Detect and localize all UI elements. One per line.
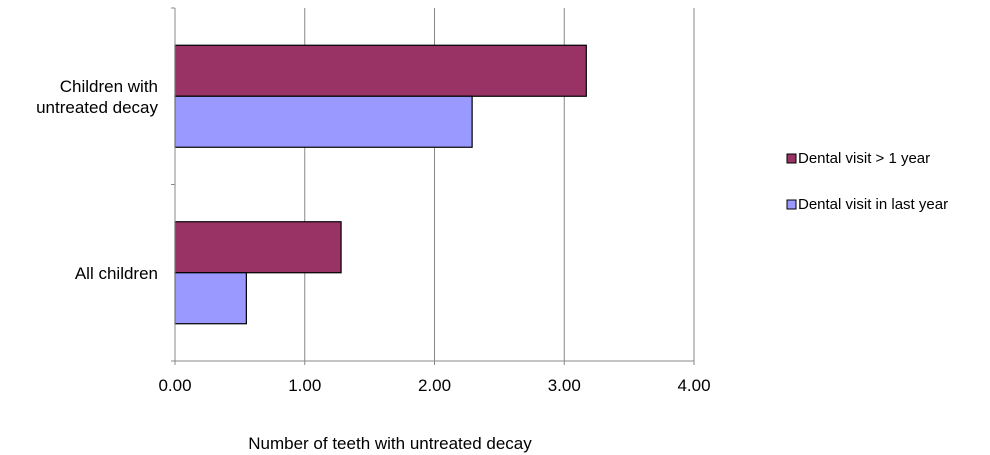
x-tick-label: 1.00 <box>288 376 321 395</box>
axes <box>171 7 695 365</box>
legend-label: Dental visit > 1 year <box>798 150 930 167</box>
bar <box>174 272 247 325</box>
x-axis-title: Number of teeth with untreated decay <box>248 434 532 453</box>
x-tick-label: 2.00 <box>418 376 451 395</box>
bar <box>174 44 587 97</box>
x-tick-label: 0.00 <box>158 376 191 395</box>
bars <box>174 44 587 325</box>
x-tick-label: 4.00 <box>677 376 710 395</box>
legend-label: Dental visit in last year <box>798 196 948 213</box>
x-tick-labels: 0.00 1.00 2.00 3.00 4.00 <box>158 376 710 395</box>
category-label: Children with untreated decay <box>36 77 158 117</box>
legend: Dental visit > 1 year Dental visit in las… <box>786 150 948 213</box>
bar <box>174 95 473 148</box>
category-labels: Children with untreated decay All children <box>36 77 158 283</box>
bar <box>174 221 342 274</box>
legend-swatch <box>786 199 797 210</box>
legend-swatch <box>786 153 797 164</box>
x-tick-label: 3.00 <box>548 376 581 395</box>
category-label: All children <box>75 264 158 283</box>
